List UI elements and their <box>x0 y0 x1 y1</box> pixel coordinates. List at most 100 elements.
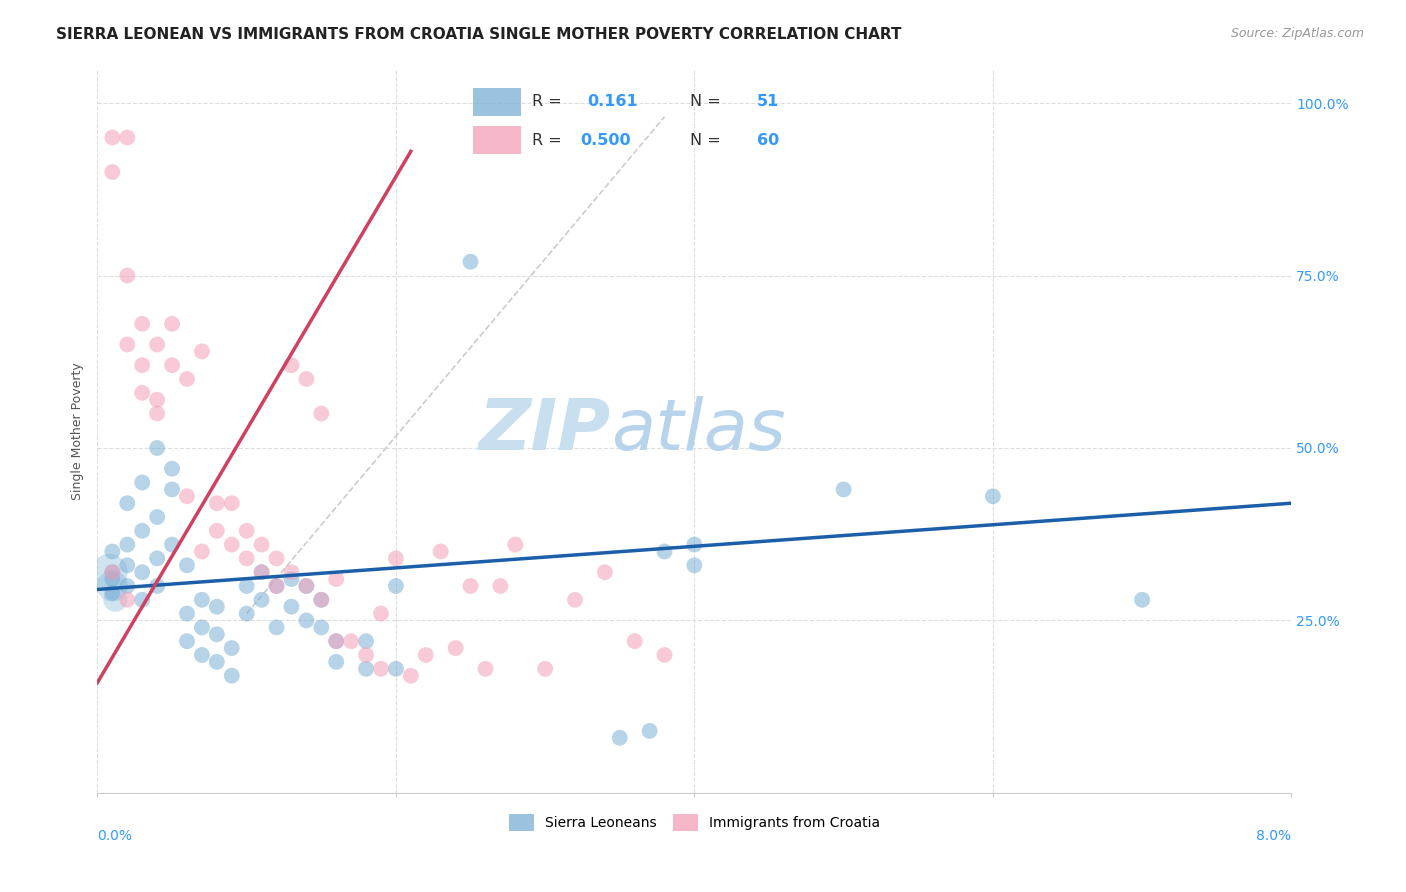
Point <box>311 592 333 607</box>
Legend: Sierra Leoneans, Immigrants from Croatia: Sierra Leoneans, Immigrants from Croatia <box>503 809 886 837</box>
Point <box>683 538 706 552</box>
Point <box>101 572 124 586</box>
Point <box>683 558 706 573</box>
Point <box>131 317 153 331</box>
Point <box>146 441 169 455</box>
Point <box>117 558 139 573</box>
Point <box>266 620 288 634</box>
Point <box>250 565 273 579</box>
Point <box>101 130 124 145</box>
Point <box>280 599 302 614</box>
Text: 8.0%: 8.0% <box>1256 830 1291 843</box>
Point <box>354 634 377 648</box>
Point <box>221 641 243 656</box>
Point <box>235 551 257 566</box>
Point <box>623 634 645 648</box>
Point <box>654 544 676 558</box>
Point <box>266 551 288 566</box>
Point <box>101 544 124 558</box>
Point <box>117 496 139 510</box>
Point <box>266 579 288 593</box>
Point <box>191 344 214 359</box>
Point <box>325 634 347 648</box>
Text: atlas: atlas <box>610 396 786 466</box>
Point <box>160 317 183 331</box>
Text: Source: ZipAtlas.com: Source: ZipAtlas.com <box>1230 27 1364 40</box>
Point <box>131 592 153 607</box>
Point <box>101 565 124 579</box>
Point <box>385 579 408 593</box>
Point <box>564 592 586 607</box>
Point <box>295 579 318 593</box>
Point <box>176 558 198 573</box>
Point <box>505 538 527 552</box>
Point <box>205 655 228 669</box>
Point <box>146 392 169 407</box>
Text: ZIP: ZIP <box>478 396 610 466</box>
Point <box>250 565 273 579</box>
Point <box>235 524 257 538</box>
Text: SIERRA LEONEAN VS IMMIGRANTS FROM CROATIA SINGLE MOTHER POVERTY CORRELATION CHAR: SIERRA LEONEAN VS IMMIGRANTS FROM CROATI… <box>56 27 901 42</box>
Point <box>370 662 392 676</box>
Point <box>146 407 169 421</box>
Point <box>117 130 139 145</box>
Point <box>176 634 198 648</box>
Point <box>104 592 127 607</box>
Point <box>101 565 124 579</box>
Point <box>117 592 139 607</box>
Point <box>325 572 347 586</box>
Point <box>981 489 1004 503</box>
Point <box>250 538 273 552</box>
Point <box>176 489 198 503</box>
Point <box>609 731 631 745</box>
Point <box>131 358 153 372</box>
Point <box>474 662 496 676</box>
Point <box>160 483 183 497</box>
Point <box>295 614 318 628</box>
Point <box>295 579 318 593</box>
Point <box>146 510 169 524</box>
Point <box>280 565 302 579</box>
Point <box>131 524 153 538</box>
Point <box>370 607 392 621</box>
Point <box>205 496 228 510</box>
Point <box>593 565 616 579</box>
Point <box>160 358 183 372</box>
Point <box>205 599 228 614</box>
Point <box>235 607 257 621</box>
Point <box>146 337 169 351</box>
Point <box>191 544 214 558</box>
Point <box>654 648 676 662</box>
Point <box>101 165 124 179</box>
Point <box>160 461 183 475</box>
Point <box>429 544 451 558</box>
Point <box>131 475 153 490</box>
Point <box>205 627 228 641</box>
Point <box>534 662 557 676</box>
Point <box>385 662 408 676</box>
Point <box>205 524 228 538</box>
Point <box>311 620 333 634</box>
Text: 0.0%: 0.0% <box>97 830 132 843</box>
Point <box>160 538 183 552</box>
Point <box>235 579 257 593</box>
Point <box>1130 592 1153 607</box>
Point <box>117 538 139 552</box>
Point <box>460 254 482 268</box>
Point <box>266 579 288 593</box>
Point <box>385 551 408 566</box>
Point <box>415 648 437 662</box>
Point <box>146 551 169 566</box>
Point <box>131 565 153 579</box>
Point <box>191 648 214 662</box>
Point <box>354 662 377 676</box>
Point <box>221 496 243 510</box>
Point <box>117 337 139 351</box>
Point <box>146 579 169 593</box>
Point <box>280 358 302 372</box>
Point <box>101 579 124 593</box>
Point <box>117 268 139 283</box>
Point <box>311 407 333 421</box>
Point <box>176 372 198 386</box>
Point <box>101 586 124 600</box>
